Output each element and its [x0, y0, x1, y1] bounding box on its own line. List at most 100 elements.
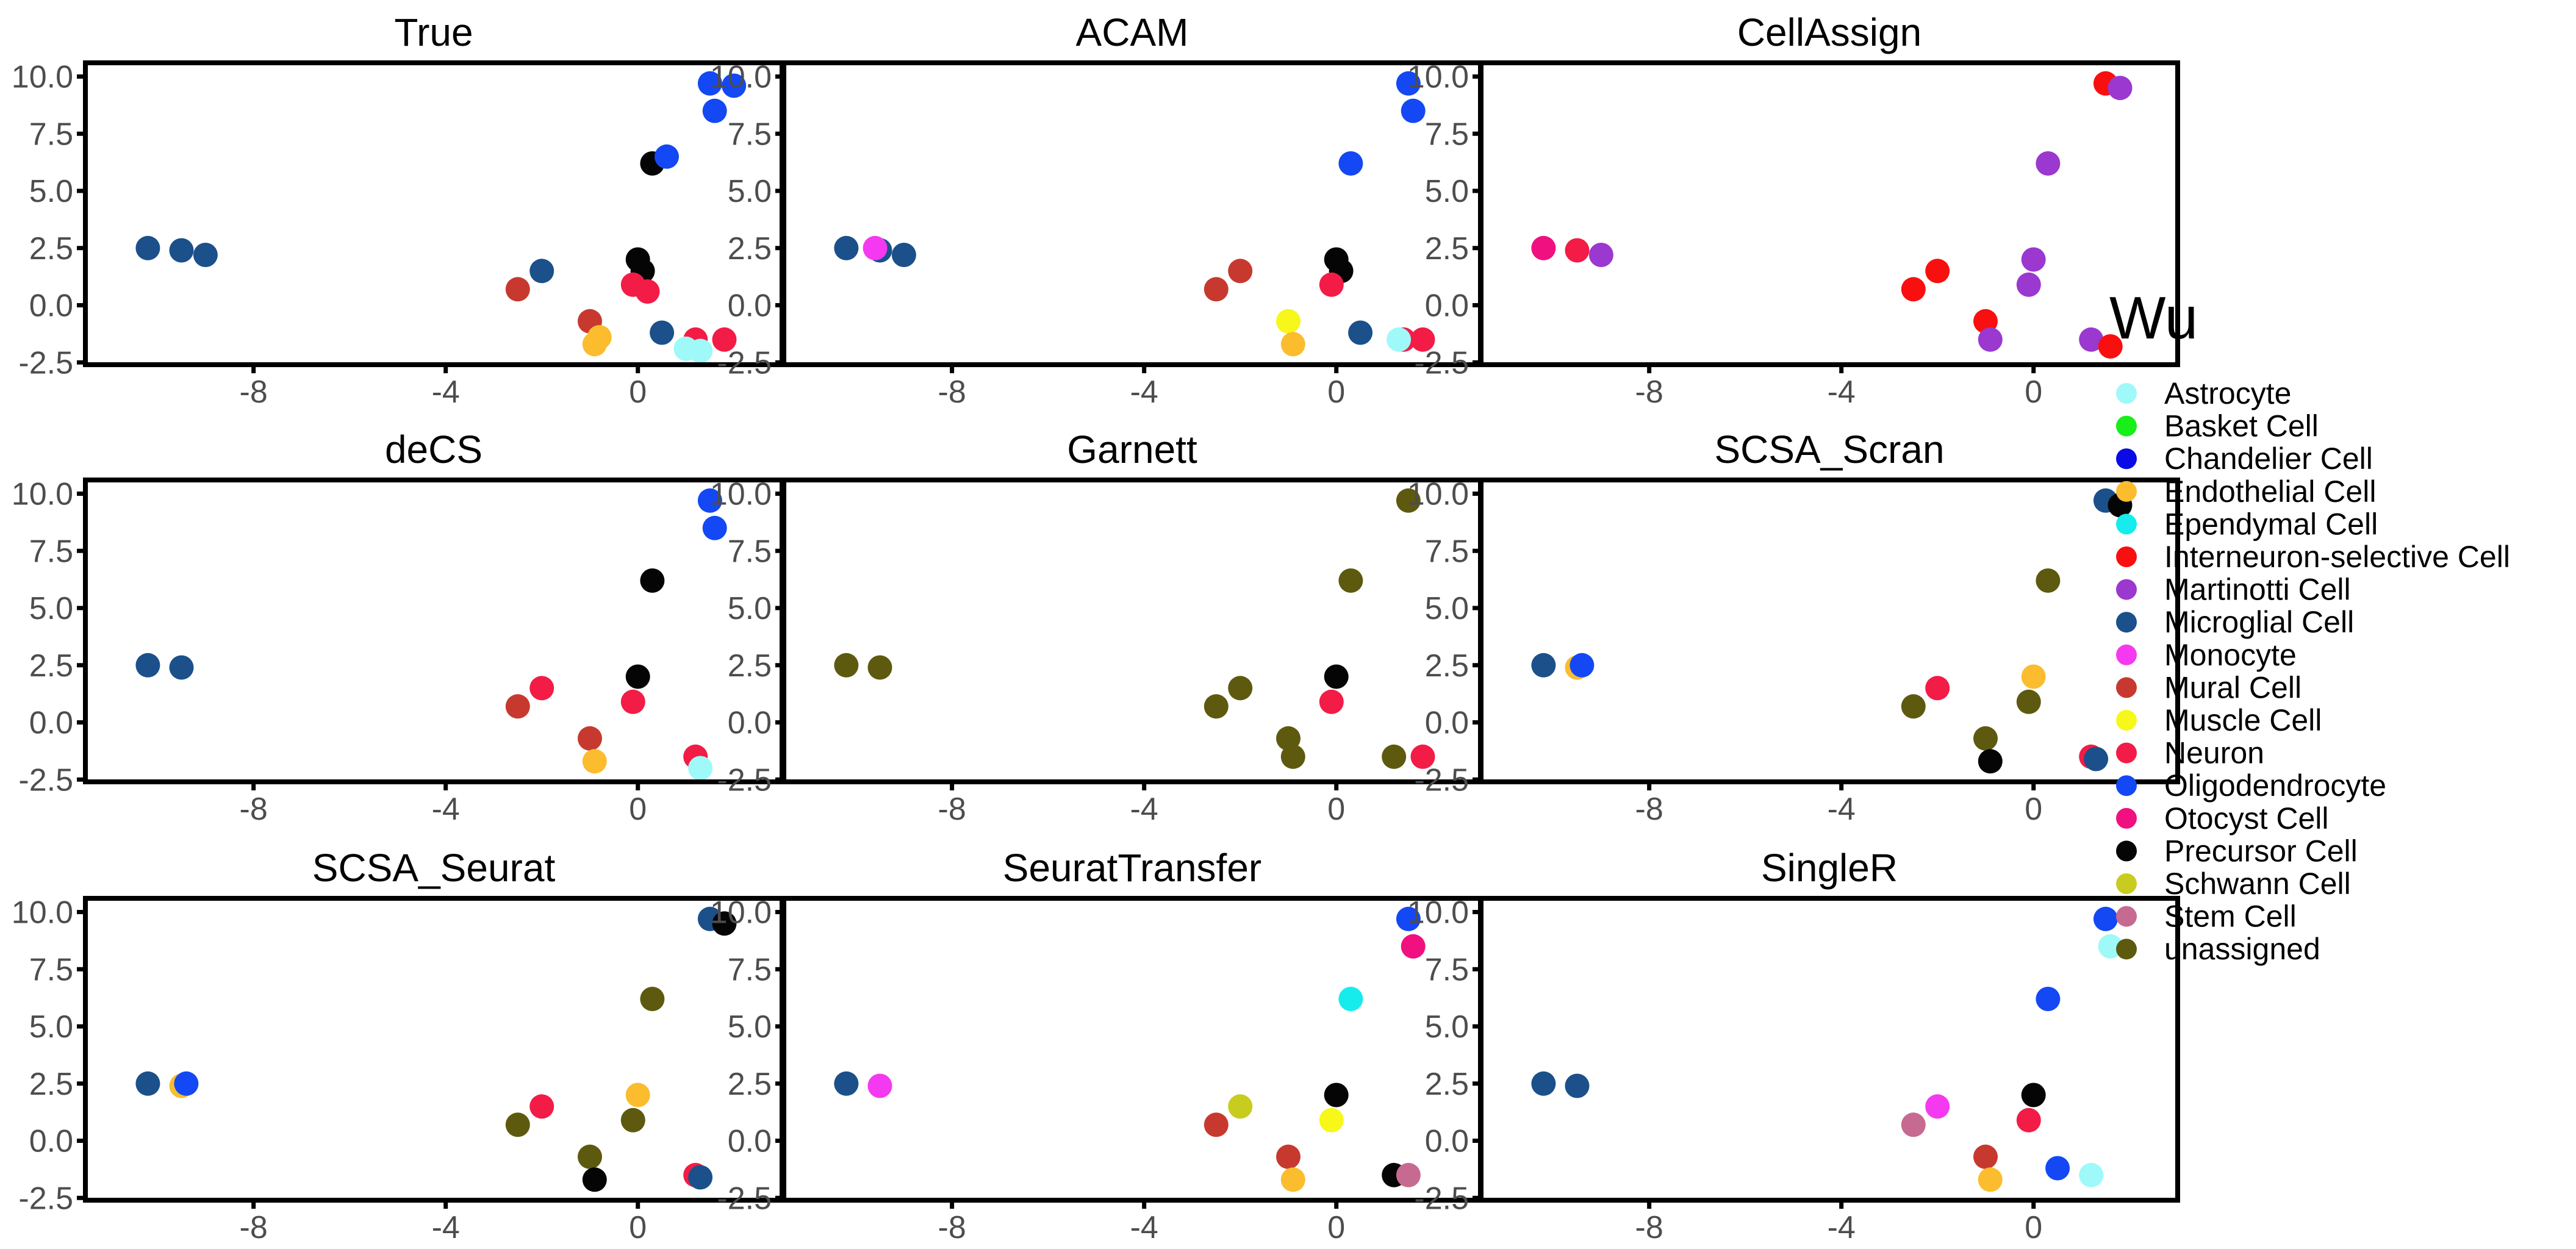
legend-item-microglial-cell: Microglial Cell [2116, 605, 2354, 639]
x-tick-label: -8 [1635, 374, 1663, 410]
legend-swatch [2116, 775, 2137, 796]
data-point-endothelial-cell [1280, 1167, 1305, 1192]
y-tick-label: 5.0 [728, 174, 772, 209]
data-point-neuron [1565, 238, 1590, 263]
data-point-neuron [1410, 327, 1435, 352]
data-point-martinotti-cell [2016, 272, 2041, 297]
y-tick-label: 0.0 [29, 1124, 73, 1159]
y-tick-label: 0.0 [29, 288, 73, 324]
legend-item-schwann-cell: Schwann Cell [2116, 867, 2351, 901]
data-point-unassigned [1396, 488, 1421, 513]
panel-points [834, 906, 1426, 1192]
data-point-unassigned [867, 655, 892, 680]
y-tick-label: 0.0 [1425, 288, 1469, 324]
data-point-astrocyte [688, 338, 713, 363]
panel-title: True [394, 10, 473, 54]
data-point-unassigned [1276, 726, 1301, 751]
x-tick-label: -8 [938, 792, 966, 827]
legend-label: Martinotti Cell [2164, 573, 2351, 607]
legend-swatch [2116, 514, 2137, 535]
data-point-monocyte [863, 235, 888, 260]
panel-title: deCS [385, 428, 483, 471]
data-point-interneuron-selective-cell [1925, 259, 1950, 284]
x-tick-label: 0 [1327, 792, 1345, 827]
x-tick-label: -8 [938, 374, 966, 410]
legend-item-oligodendrocyte: Oligodendrocyte [2116, 768, 2386, 803]
panel-points [135, 906, 737, 1192]
data-point-oligodendrocyte [1396, 906, 1421, 931]
legend-item-otocyst-cell: Otocyst Cell [2116, 801, 2329, 836]
panel-frame [1479, 896, 2180, 1203]
y-tick-label: 7.5 [29, 534, 73, 569]
data-point-oligodendrocyte [2045, 1156, 2070, 1181]
legend-swatch [2116, 939, 2137, 960]
data-point-unassigned [1228, 676, 1253, 701]
y-tick-label: 5.0 [728, 1009, 772, 1045]
panel-points [1531, 906, 2123, 1192]
y-tick-label: 0.0 [728, 1124, 772, 1159]
data-point-unassigned [578, 1144, 602, 1169]
data-point-schwann-cell [1228, 1094, 1253, 1119]
legend-label: Stem Cell [2164, 900, 2297, 934]
legend-item-muscle-cell: Muscle Cell [2116, 703, 2322, 737]
data-point-endothelial-cell [1280, 332, 1305, 357]
y-tick-label: 7.5 [1425, 952, 1469, 987]
panel-frame [1479, 478, 2180, 784]
legend-label: Precursor Cell [2164, 834, 2358, 868]
y-tick-label: 5.0 [728, 591, 772, 626]
y-tick-label: 0.0 [1425, 706, 1469, 741]
legend-swatch [2116, 612, 2137, 633]
panel-singler: SingleR 10.0 7.5 5.0 2.5 0.0 -2.5 -8 -4 0 [1407, 846, 2180, 1245]
data-point-oligodendrocyte [697, 71, 722, 96]
panel-points [834, 71, 1435, 357]
data-point-microglial-cell [135, 235, 160, 260]
legend-item-ependymal-cell: Ependymal Cell [2116, 507, 2378, 541]
data-point-oligodendrocyte [1401, 98, 1426, 123]
panel-title: Garnett [1067, 428, 1197, 471]
y-tick-label: -2.5 [1414, 345, 1469, 381]
data-point-endothelial-cell [625, 1083, 650, 1108]
panel-points [135, 488, 727, 781]
x-tick-label: 0 [1327, 1210, 1345, 1245]
legend-label: Monocyte [2164, 638, 2297, 672]
data-point-mural-cell [1228, 259, 1253, 284]
data-point-martinotti-cell [2079, 327, 2104, 352]
legend-label: Schwann Cell [2164, 867, 2351, 901]
data-point-precursor-cell [1324, 664, 1349, 689]
data-point-oligodendrocyte [702, 98, 727, 123]
data-point-endothelial-cell [2021, 664, 2046, 689]
x-tick-label: -8 [1635, 1210, 1663, 1245]
data-point-ependymal-cell [1338, 987, 1363, 1011]
panel-title: CellAssign [1737, 10, 1921, 54]
y-tick-label: 7.5 [29, 116, 73, 152]
y-tick-label: -2.5 [1414, 1181, 1469, 1216]
legend-label: Endothelial Cell [2164, 474, 2376, 509]
legend-label: Microglial Cell [2164, 605, 2354, 639]
data-point-microglial-cell [529, 259, 554, 284]
data-point-endothelial-cell [587, 325, 612, 349]
data-point-oligodendrocyte [1338, 151, 1363, 176]
panel-title: SingleR [1761, 846, 1898, 890]
y-tick-label: 7.5 [728, 116, 772, 152]
panel-cellassign: CellAssign 10.0 7.5 5.0 2.5 0.0 -2.5 -8 -4 0 [1407, 10, 2180, 410]
legend-item-precursor-cell: Precursor Cell [2116, 834, 2358, 868]
panel-scsa-scran: SCSA_Scran 10.0 7.5 5.0 2.5 0.0 -2.5 -8 -4 0 [1407, 428, 2180, 827]
y-tick-label: 2.5 [1425, 231, 1469, 267]
legend-swatch [2116, 873, 2137, 894]
panel-title: SCSA_Scran [1714, 428, 1944, 471]
legend-label: Astrocyte [2164, 376, 2291, 410]
data-point-neuron [712, 327, 737, 352]
legend-swatch [2116, 677, 2137, 698]
legend-label: unassigned [2164, 932, 2320, 966]
legend-label: Otocyst Cell [2164, 801, 2329, 836]
data-point-precursor-cell [712, 911, 737, 936]
y-tick-label: 5.0 [1425, 591, 1469, 626]
panel-points [834, 488, 1435, 769]
panel-frame [1479, 60, 2180, 367]
data-point-unassigned [1973, 726, 1998, 751]
data-point-mural-cell [505, 277, 530, 302]
data-point-neuron [620, 689, 645, 714]
y-tick-label: 7.5 [29, 952, 73, 987]
